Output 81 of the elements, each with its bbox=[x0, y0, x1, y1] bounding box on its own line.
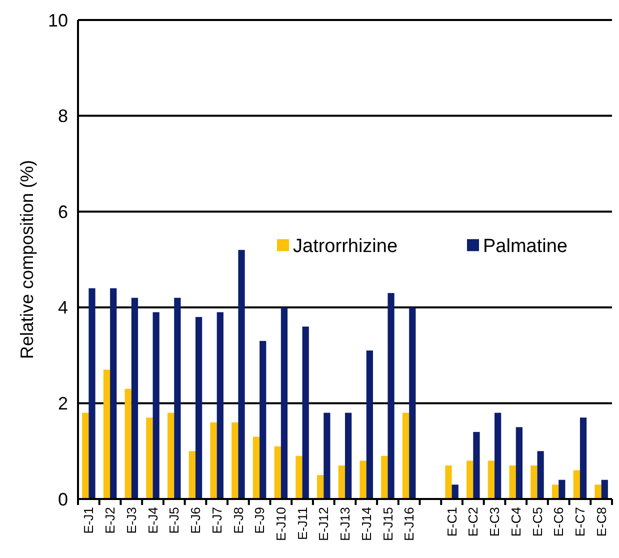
bar bbox=[573, 470, 580, 499]
legend-label: Jatrorrhizine bbox=[293, 236, 398, 257]
x-tick-label: E-C5 bbox=[530, 507, 545, 537]
bar bbox=[537, 451, 544, 499]
y-tick-label: 6 bbox=[58, 202, 68, 222]
x-tick-label: E-J6 bbox=[188, 507, 204, 534]
bar bbox=[174, 298, 181, 499]
bar bbox=[110, 288, 117, 499]
x-tick-label: E-J12 bbox=[316, 507, 332, 541]
x-tick-label: E-J14 bbox=[358, 507, 374, 541]
bar bbox=[494, 412, 502, 499]
x-tick-label: E-J13 bbox=[338, 507, 353, 541]
y-tick-label: 10 bbox=[48, 10, 68, 30]
bar bbox=[274, 446, 281, 499]
bar bbox=[409, 307, 416, 499]
bar bbox=[509, 465, 516, 499]
bar bbox=[324, 412, 330, 499]
bar bbox=[530, 465, 538, 499]
bar bbox=[168, 412, 174, 499]
x-tick-label: E-J2 bbox=[102, 507, 118, 534]
x-tick-label: E-J8 bbox=[230, 507, 246, 534]
legend-label: Palmatine bbox=[483, 236, 568, 257]
x-tick-label: E-J15 bbox=[380, 507, 396, 541]
bar bbox=[296, 456, 302, 499]
bar bbox=[580, 418, 587, 499]
y-tick-label: 0 bbox=[58, 489, 68, 510]
bar bbox=[445, 465, 452, 499]
bar bbox=[338, 465, 345, 499]
bar bbox=[82, 412, 89, 499]
bar bbox=[152, 312, 160, 499]
x-tick-label: E-J3 bbox=[124, 507, 139, 534]
x-tick-label: E-J5 bbox=[166, 507, 182, 534]
x-tick-label: E-J7 bbox=[209, 507, 224, 534]
y-tick-label: 8 bbox=[58, 106, 68, 126]
bar bbox=[466, 460, 474, 499]
bar bbox=[601, 480, 608, 499]
x-tick-label: E-J9 bbox=[252, 507, 268, 534]
y-tick-label: 4 bbox=[58, 298, 68, 318]
y-tick-label: 2 bbox=[58, 394, 68, 414]
bar bbox=[131, 298, 138, 499]
bar bbox=[594, 484, 602, 499]
x-tick-label: E-C7 bbox=[572, 507, 588, 537]
bar bbox=[558, 480, 566, 499]
bar bbox=[238, 250, 245, 499]
x-tick-label: E-J10 bbox=[273, 507, 288, 541]
bar bbox=[260, 340, 266, 499]
x-tick-label: E-C8 bbox=[594, 507, 609, 537]
bar bbox=[252, 436, 260, 499]
bar bbox=[488, 460, 495, 499]
bar bbox=[345, 412, 352, 499]
bar bbox=[124, 388, 132, 499]
bar bbox=[516, 427, 522, 499]
bar bbox=[232, 422, 238, 499]
bar bbox=[452, 484, 458, 499]
bar bbox=[402, 412, 410, 499]
bar bbox=[366, 350, 373, 499]
x-tick-label: E-J4 bbox=[145, 507, 160, 534]
y-axis-title: Relative composition (%) bbox=[17, 160, 37, 360]
bar bbox=[188, 451, 196, 499]
bar bbox=[473, 432, 480, 499]
bar bbox=[280, 307, 288, 499]
x-tick-label: E-C1 bbox=[444, 507, 460, 537]
bar bbox=[210, 422, 217, 499]
x-tick-label: E-C3 bbox=[487, 507, 502, 537]
bar bbox=[216, 312, 224, 499]
x-tick-label: E-J11 bbox=[294, 507, 310, 540]
bar bbox=[195, 316, 202, 499]
bar bbox=[146, 418, 153, 499]
x-tick-label: E-J16 bbox=[402, 507, 417, 541]
bar bbox=[302, 326, 309, 499]
bar bbox=[317, 475, 324, 499]
x-tick-label: E-C6 bbox=[551, 507, 566, 537]
bar bbox=[381, 456, 388, 499]
bar bbox=[103, 370, 110, 499]
x-tick-label: E-C4 bbox=[508, 507, 524, 537]
x-tick-label: E-J1 bbox=[81, 507, 96, 534]
x-tick-label: E-C2 bbox=[466, 507, 481, 537]
bar bbox=[88, 288, 96, 499]
bar bbox=[360, 460, 366, 499]
bar bbox=[552, 484, 559, 499]
bar bbox=[388, 293, 394, 499]
